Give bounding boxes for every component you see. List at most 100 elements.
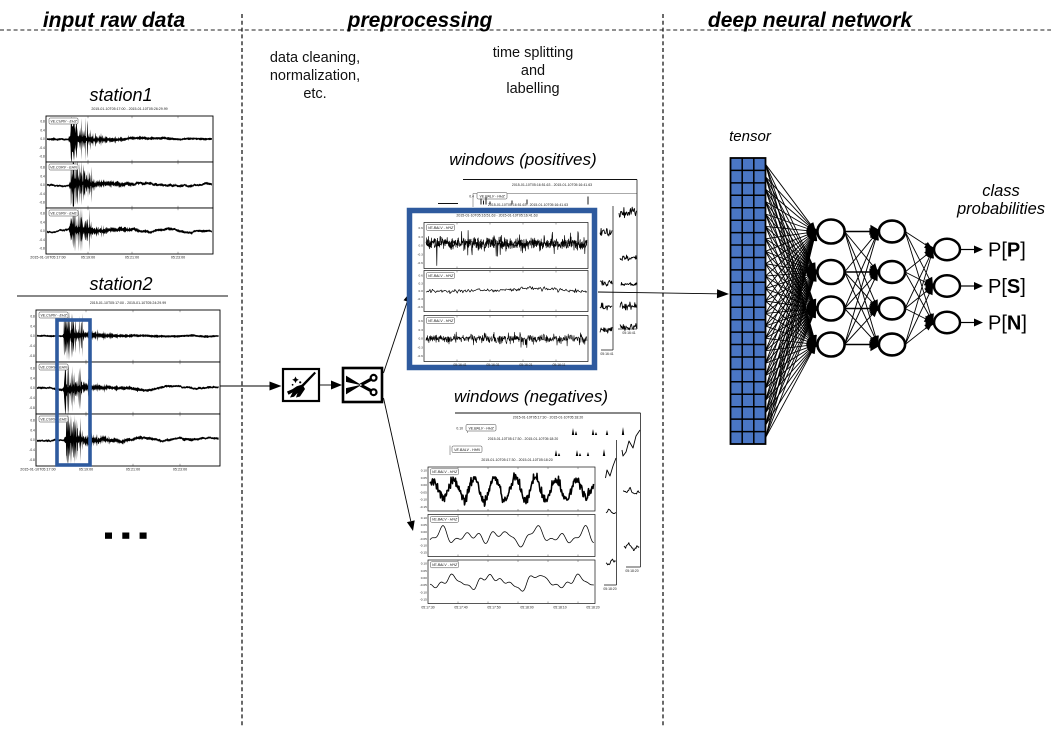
svg-text:05:16:41: 05:16:41 — [622, 331, 635, 335]
svg-text:05:18:10: 05:18:10 — [553, 606, 566, 610]
svg-text:2015-01-10T05:17:30 - 2015-0: 2015-01-10T05:17:30 - 2015-01-10T05:18:2… — [488, 437, 558, 441]
svg-text:0.3: 0.3 — [418, 235, 423, 239]
svg-text:preprocessing: preprocessing — [347, 9, 493, 32]
svg-text:VE.CURV - EHN: VE.CURV - EHN — [50, 165, 77, 169]
svg-text:0.4: 0.4 — [40, 175, 45, 179]
svg-text:VE.CURV - EHE: VE.CURV - EHE — [40, 417, 67, 421]
svg-text:05:23:00: 05:23:00 — [171, 256, 185, 260]
svg-text:0.6: 0.6 — [418, 226, 423, 230]
svg-text:05:16:31: 05:16:31 — [486, 363, 499, 367]
svg-text:P[P]: P[P] — [988, 240, 1026, 262]
svg-text:-0.8: -0.8 — [39, 155, 45, 159]
svg-text:-0.6: -0.6 — [417, 354, 423, 358]
svg-text:station1: station1 — [89, 85, 152, 105]
svg-text:2015-01-10T05:16:51.63 - 201: 2015-01-10T05:16:51.63 - 2015-01-10T05:1… — [512, 183, 592, 187]
svg-text:05:16:11: 05:16:11 — [553, 363, 566, 367]
svg-text:VE.BALV - HHZ: VE.BALV - HHZ — [428, 226, 454, 230]
svg-text:2015-01-10T05:17:30 - 2015-0: 2015-01-10T05:17:30 - 2015-01-10T05:18:2… — [513, 416, 583, 420]
svg-text:0.0: 0.0 — [40, 183, 45, 187]
svg-text:0.10: 0.10 — [456, 427, 463, 431]
svg-text:P[N]: P[N] — [988, 313, 1027, 335]
svg-text:0.6: 0.6 — [418, 274, 423, 278]
svg-text:0.8: 0.8 — [30, 314, 35, 318]
svg-text:0.05: 0.05 — [421, 569, 427, 573]
svg-text:labelling: labelling — [506, 81, 559, 97]
svg-text:VE.BALV - HHZ: VE.BALV - HHZ — [432, 518, 458, 522]
svg-text:2015-01-10T05:17:00: 2015-01-10T05:17:00 — [30, 256, 65, 260]
svg-text:-0.8: -0.8 — [29, 406, 35, 410]
svg-text:0.05: 0.05 — [421, 523, 427, 527]
svg-text:0.10: 0.10 — [421, 516, 427, 520]
svg-text:VE.BALV - HHZ: VE.BALV - HHZ — [432, 563, 458, 567]
svg-text:0.4: 0.4 — [469, 195, 474, 199]
svg-text:time splitting: time splitting — [493, 45, 574, 61]
svg-text:-0.3: -0.3 — [417, 345, 423, 349]
svg-text:probabilities: probabilities — [956, 200, 1045, 218]
svg-text:-0.10: -0.10 — [420, 590, 427, 594]
svg-text:-0.4: -0.4 — [29, 448, 35, 452]
svg-text:tensor: tensor — [729, 128, 772, 145]
svg-text:-0.8: -0.8 — [29, 354, 35, 358]
svg-text:VE.CURV - EHN: VE.CURV - EHN — [40, 365, 67, 369]
svg-text:2015-01-10T05:17:00 - 2015-0: 2015-01-10T05:17:00 - 2015-01-10T05:24:2… — [90, 301, 166, 305]
svg-text:VE.CURV - EHZ: VE.CURV - EHZ — [50, 119, 77, 123]
svg-text:deep neural network: deep neural network — [708, 9, 914, 32]
svg-text:05:19:00: 05:19:00 — [79, 468, 93, 472]
svg-text:-0.05: -0.05 — [420, 490, 427, 494]
svg-text:05:16:41: 05:16:41 — [600, 352, 613, 356]
svg-text:windows (negatives): windows (negatives) — [454, 387, 608, 406]
svg-text:2015-01-10T05:17:00: 2015-01-10T05:17:00 — [20, 468, 55, 472]
svg-text:-0.4: -0.4 — [39, 238, 45, 242]
svg-text:0.05: 0.05 — [421, 476, 427, 480]
svg-text:05:16:21: 05:16:21 — [519, 363, 532, 367]
svg-text:0.4: 0.4 — [30, 428, 35, 432]
svg-text:2015-01-10T05:16:51.63 - 201: 2015-01-10T05:16:51.63 - 2015-01-10T05:1… — [488, 203, 568, 207]
svg-text:05:18:20: 05:18:20 — [603, 587, 616, 591]
svg-text:VE.BALV - HHZ: VE.BALV - HHZ — [428, 319, 454, 323]
svg-text:0.0: 0.0 — [30, 334, 35, 338]
svg-text:-0.4: -0.4 — [39, 192, 45, 196]
svg-text:normalization,: normalization, — [270, 68, 360, 84]
svg-text:0.4: 0.4 — [30, 376, 35, 380]
svg-text:0.0: 0.0 — [418, 244, 423, 248]
svg-text:05:23:00: 05:23:00 — [173, 468, 187, 472]
svg-text:VE.BALV - HHZ: VE.BALV - HHZ — [428, 274, 454, 278]
svg-text:-0.8: -0.8 — [39, 201, 45, 205]
svg-text:0.0: 0.0 — [40, 229, 45, 233]
svg-text:-0.10: -0.10 — [420, 544, 427, 548]
svg-text:05:18:20: 05:18:20 — [625, 569, 638, 573]
svg-text:-0.3: -0.3 — [417, 252, 423, 256]
svg-text:-0.8: -0.8 — [39, 247, 45, 251]
svg-text:input raw data: input raw data — [43, 9, 186, 32]
svg-text:0.8: 0.8 — [40, 212, 45, 216]
svg-text:05:18:00: 05:18:00 — [520, 606, 533, 610]
svg-text:-0.6: -0.6 — [417, 261, 423, 265]
svg-text:VE.BALV - HHZ: VE.BALV - HHZ — [479, 194, 505, 198]
svg-text:0.00: 0.00 — [421, 576, 427, 580]
svg-text:VE.CURV - EHE: VE.CURV - EHE — [50, 211, 77, 215]
svg-text:05:19:00: 05:19:00 — [81, 256, 95, 260]
svg-text:-0.10: -0.10 — [420, 498, 427, 502]
svg-text:05:17:30: 05:17:30 — [421, 606, 434, 610]
svg-text:0.4: 0.4 — [40, 129, 45, 133]
svg-text:05:16:41: 05:16:41 — [453, 363, 466, 367]
svg-text:0.6: 0.6 — [418, 319, 423, 323]
svg-text:05:17:50: 05:17:50 — [487, 606, 500, 610]
svg-text:-0.4: -0.4 — [39, 146, 45, 150]
svg-text:-0.15: -0.15 — [420, 551, 427, 555]
svg-text:0.4: 0.4 — [40, 221, 45, 225]
svg-text:-0.05: -0.05 — [420, 583, 427, 587]
svg-text:-0.05: -0.05 — [420, 537, 427, 541]
svg-text:0.00: 0.00 — [421, 483, 427, 487]
svg-text:0.00: 0.00 — [421, 530, 427, 534]
svg-text:0.8: 0.8 — [40, 166, 45, 170]
svg-text:0.10: 0.10 — [421, 469, 427, 473]
svg-text:2015-01-10T05:17:00 - 2015-0: 2015-01-10T05:17:00 - 2015-01-10T05:26:2… — [91, 107, 167, 111]
svg-text:windows (positives): windows (positives) — [449, 150, 596, 169]
svg-text:05:21:00: 05:21:00 — [126, 468, 140, 472]
svg-text:-0.8: -0.8 — [29, 458, 35, 462]
svg-text:0.0: 0.0 — [40, 137, 45, 141]
svg-text:2015-01-10T05:17:30 - 2015-0: 2015-01-10T05:17:30 - 2015-01-10T05:18:2… — [481, 458, 552, 462]
svg-text:0.0: 0.0 — [418, 337, 423, 341]
svg-text:0.0: 0.0 — [30, 386, 35, 390]
